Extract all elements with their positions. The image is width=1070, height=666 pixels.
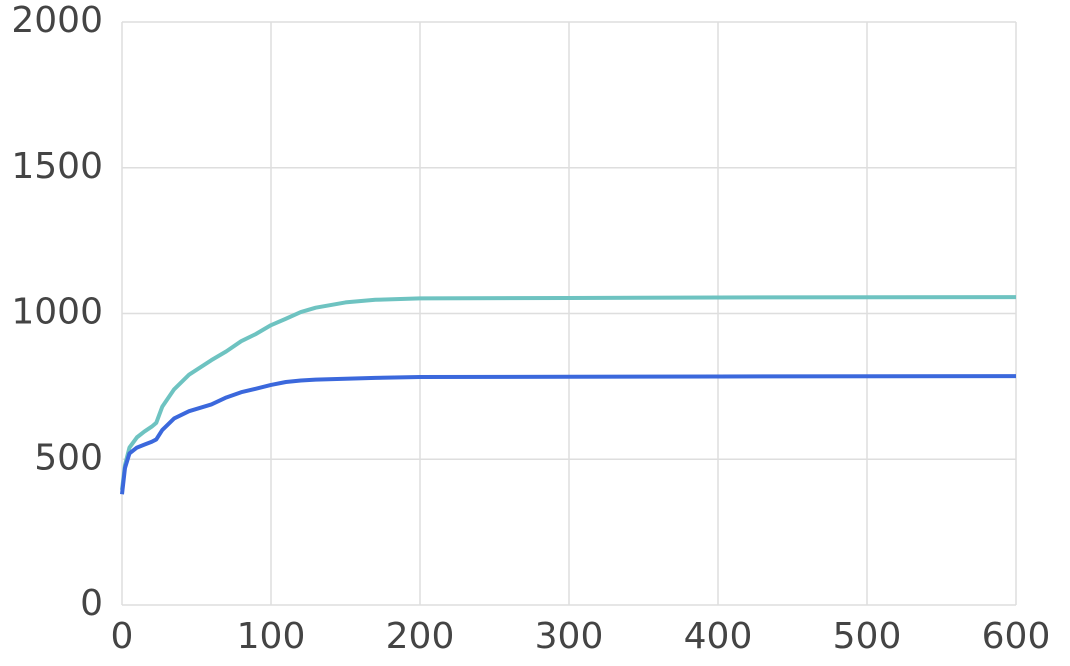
x-tick-label: 300 [535,616,604,657]
x-tick-label: 500 [833,616,902,657]
y-tick-label: 0 [80,583,103,624]
x-tick-label: 400 [684,616,753,657]
x-tick-label: 200 [386,616,455,657]
x-tick-label: 100 [237,616,306,657]
x-tick-label: 600 [982,616,1051,657]
line-series [120,295,1017,491]
line-series [120,374,1017,495]
y-tick-label: 500 [34,437,103,478]
x-tick-label: 0 [111,616,134,657]
y-tick-label: 1000 [11,292,103,333]
y-tick-label: 2000 [11,0,103,41]
y-tick-label: 1500 [11,146,103,187]
